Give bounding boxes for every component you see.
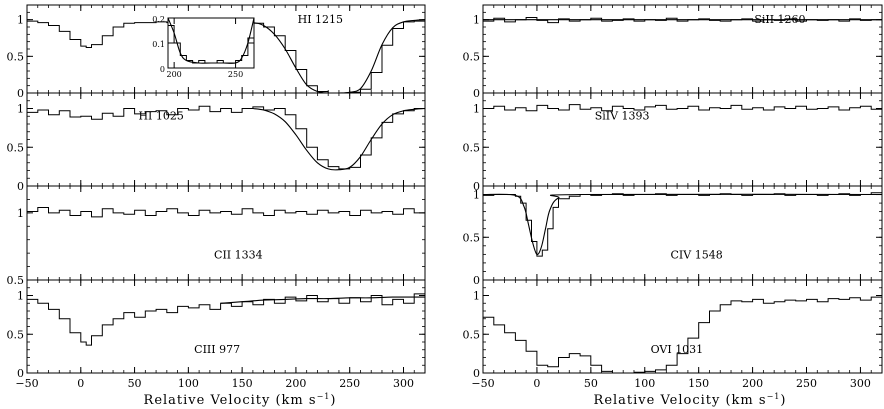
y-tick-label: 0.5: [463, 231, 481, 244]
ion-label: HI 1025: [138, 109, 183, 122]
panel-frame: [26, 92, 426, 187]
panel-frame: [26, 279, 426, 374]
panel-frame: [482, 92, 883, 187]
y-tick-label: 0.5: [463, 50, 481, 63]
y-tick-label: 0: [160, 65, 165, 74]
data-histogram: [483, 192, 882, 257]
left-x-axis-title: Relative Velocity (km s−1): [144, 392, 337, 408]
x-tick-label: −50: [471, 377, 494, 390]
x-tick-label: 250: [796, 377, 817, 390]
x-tick-label: 150: [688, 377, 709, 390]
y-tick-label: 0: [473, 367, 480, 380]
model-fit-line: [483, 193, 882, 256]
y-tick-label: 1: [473, 189, 480, 202]
y-tick-label: 0.5: [7, 141, 25, 154]
ion-label: CIII 977: [194, 343, 240, 356]
data-histogram: [27, 207, 425, 218]
y-tick-label: 1: [17, 207, 24, 220]
model-fit-line: [220, 296, 425, 304]
ion-label: HI 1215: [298, 13, 343, 26]
x-tick-label: 200: [167, 70, 182, 79]
y-tick-label: 0.5: [7, 328, 25, 341]
panel-civ-1548: 0 0.5 1 CIV 1548: [463, 185, 883, 287]
y-tick-label: 1: [17, 14, 24, 27]
x-tick-label: 200: [742, 377, 763, 390]
y-tick-label: 0.5: [463, 141, 481, 154]
y-tick-label: 1: [17, 103, 24, 116]
data-histogram: [27, 105, 425, 170]
inset-panel: 0 0.1 0.2 200 250: [152, 15, 255, 79]
y-tick-label: 1: [17, 290, 24, 303]
x-tick-label: 100: [634, 377, 655, 390]
y-tick-label: 0.5: [7, 50, 25, 63]
model-fit-line: [231, 19, 425, 93]
x-tick-label: 200: [285, 377, 306, 390]
y-tick-label: 0: [17, 180, 24, 193]
panel-frame: [26, 185, 426, 281]
y-tick-label: 0: [473, 274, 480, 287]
x-tick-label: 300: [393, 377, 414, 390]
ion-label: CII 1334: [214, 249, 263, 262]
data-histogram: [483, 104, 882, 112]
panel-siii-1260: 0 0.5 1 SiII 1260: [463, 4, 883, 100]
ion-label: CIV 1548: [671, 249, 723, 262]
y-tick-label: 0: [473, 180, 480, 193]
y-tick-label: 0.2: [152, 15, 165, 24]
y-tick-label: 0.5: [7, 274, 25, 287]
x-tick-label: 50: [128, 377, 142, 390]
ion-label: SiIV 1393: [595, 109, 650, 122]
y-tick-label: 1: [473, 290, 480, 303]
y-tick-label: 1: [473, 14, 480, 27]
ion-label: OVI 1031: [651, 343, 704, 356]
right-x-axis-title: Relative Velocity (km s−1): [594, 392, 787, 408]
data-histogram: [483, 296, 882, 373]
panel-frame: [482, 279, 883, 374]
y-tick-label: 0.5: [463, 328, 481, 341]
panel-frame: [482, 4, 883, 94]
x-tick-label: 0: [77, 377, 84, 390]
x-tick-label: 250: [339, 377, 360, 390]
model-fit-line: [252, 107, 425, 171]
model-fit-line: [168, 18, 254, 64]
y-tick-label: 1: [473, 103, 480, 116]
x-tick-label: 250: [228, 70, 243, 79]
panel-frame: [167, 17, 255, 69]
data-histogram: [27, 293, 425, 346]
x-tick-label: 50: [584, 377, 598, 390]
y-tick-label: 0: [17, 87, 24, 100]
x-tick-label: 150: [232, 377, 253, 390]
y-tick-label: 0.1: [152, 40, 165, 49]
panel-siiv-1393: 0 0.5 1 SiIV 1393: [463, 92, 883, 193]
panel-cii-1334: 0.5 1 CII 1334: [7, 185, 426, 287]
panel-hi-1025: 0 0.5 1 HI 1025: [7, 92, 426, 193]
ion-label: SiII 1260: [754, 13, 805, 26]
x-tick-label: 100: [178, 377, 199, 390]
panel-frame: [482, 185, 883, 281]
x-tick-label: 300: [850, 377, 871, 390]
y-tick-label: 0: [473, 87, 480, 100]
x-tick-label: 0: [533, 377, 540, 390]
y-tick-label: 0: [17, 367, 24, 380]
x-tick-label: −50: [15, 377, 38, 390]
